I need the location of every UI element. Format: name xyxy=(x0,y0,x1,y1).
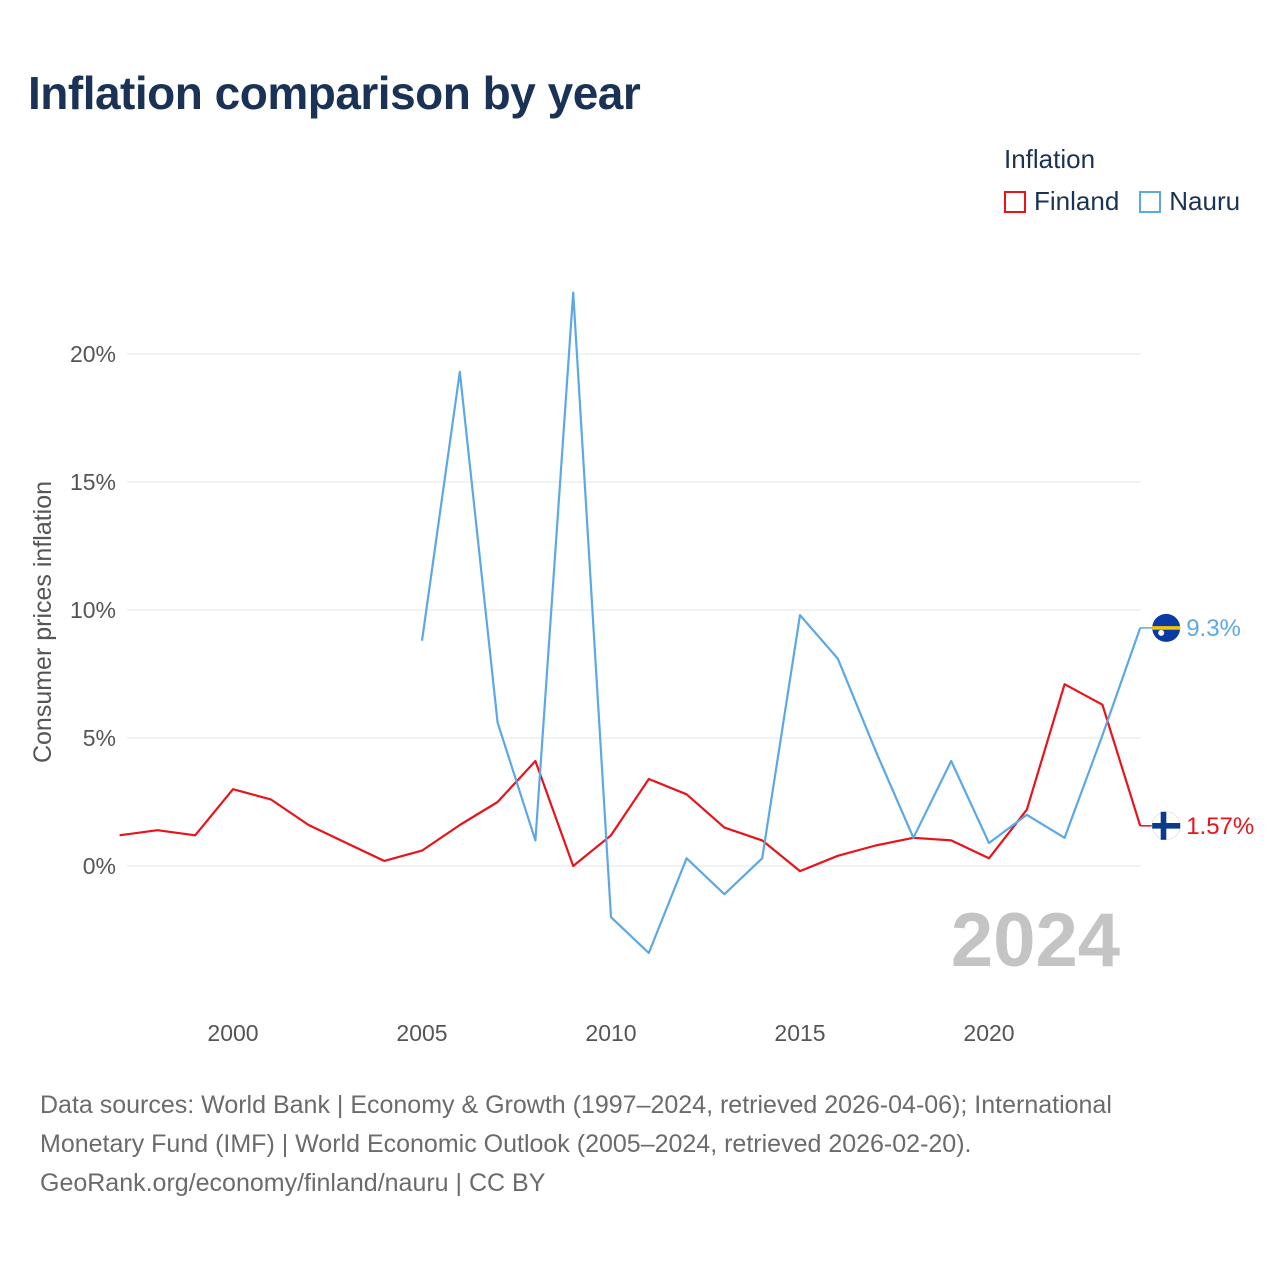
y-tick-label: 5% xyxy=(83,725,116,751)
series-line-nauru xyxy=(420,291,1142,955)
legend-label-finland: Finland xyxy=(1034,186,1120,216)
legend-swatch-nauru xyxy=(1139,190,1162,213)
y-tick-label: 20% xyxy=(70,341,116,367)
series-layer xyxy=(119,291,1142,955)
y-tick-label: 10% xyxy=(70,597,116,623)
footer-line-2: Monetary Fund (IMF) | World Economic Out… xyxy=(40,1130,972,1158)
y-axis-label: Consumer prices inflation xyxy=(29,481,57,763)
x-tick-label: 2020 xyxy=(963,1020,1014,1046)
nauru-flag-stripe xyxy=(1152,626,1181,630)
series-line-finland xyxy=(119,683,1142,873)
legend-swatch-finland xyxy=(1004,190,1026,213)
legend: Finland Nauru xyxy=(1004,186,1260,217)
y-tick-label: 0% xyxy=(83,853,116,879)
legend-label-nauru: Nauru xyxy=(1169,186,1241,216)
nauru-flag-icon xyxy=(1152,613,1181,642)
chart-title: Inflation comparison by year xyxy=(28,67,641,119)
finland-flag-icon xyxy=(1151,811,1181,841)
footer-sources: Data sources: World Bank | Economy & Gro… xyxy=(40,1086,1240,1203)
end-label-nauru: 9.3% xyxy=(1186,615,1241,642)
x-tick-label: 2010 xyxy=(585,1020,636,1046)
finland-flag-cross-v xyxy=(1160,811,1167,840)
legend-item-finland[interactable]: Finland xyxy=(1004,186,1119,217)
x-tick-label: 2005 xyxy=(396,1020,447,1046)
end-label-finland: 1.57% xyxy=(1186,813,1254,840)
x-tick-label: 2015 xyxy=(774,1020,825,1046)
year-label: 2024 xyxy=(951,898,1120,983)
nauru-flag-star xyxy=(1158,629,1165,636)
grid-layer xyxy=(127,353,1141,867)
legend-title: Inflation xyxy=(1004,144,1096,174)
y-tick-label: 15% xyxy=(70,469,116,495)
axis-layer: 0% 5% 10% 15% 20% 2000 2005 2010 2015 2020 xyxy=(70,341,1015,1046)
footer-line-1: Data sources: World Bank | Economy & Gro… xyxy=(40,1091,1112,1119)
x-tick-label: 2000 xyxy=(207,1020,258,1046)
footer-line-3: GeoRank.org/economy/finland/nauru | CC B… xyxy=(40,1169,546,1197)
legend-item-nauru[interactable]: Nauru xyxy=(1139,186,1240,217)
marker-layer: 1.57% 9.3% xyxy=(1140,613,1254,841)
